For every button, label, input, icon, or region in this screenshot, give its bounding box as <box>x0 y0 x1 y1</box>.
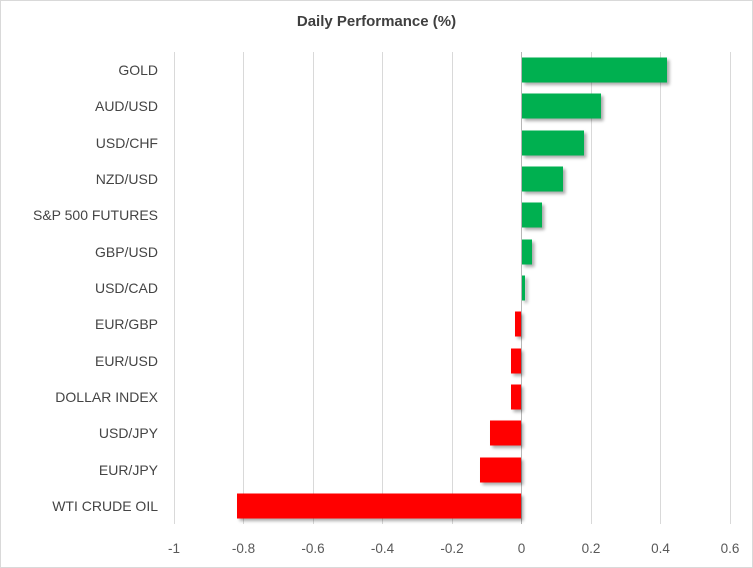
bar-s-p-500-futures <box>521 202 543 228</box>
x-tick-label: 0.2 <box>581 541 601 556</box>
bar-usd-chf <box>521 130 585 156</box>
x-tick-label: 0.6 <box>720 541 740 556</box>
x-tick-label: -0.4 <box>370 541 395 556</box>
bar-eur-usd <box>511 348 522 374</box>
x-tick-label: 0.4 <box>651 541 670 556</box>
category-label-eur-gbp: EUR/GBP <box>94 316 158 333</box>
bar-usd-jpy <box>490 420 522 446</box>
category-label-eur-jpy: EUR/JPY <box>98 461 158 478</box>
bar-wti-crude-oil <box>236 493 522 519</box>
category-label-gbp-usd: GBP/USD <box>94 243 158 260</box>
x-tick-label: -0.6 <box>301 541 325 556</box>
category-axis-labels: GOLD AUD/USD USD/CHF NZD/USD S&P 500 FUTURES… <box>1 52 158 524</box>
gridline <box>312 52 314 524</box>
category-label-usd-jpy: USD/JPY <box>98 425 158 442</box>
bar-eur-gbp <box>514 311 522 337</box>
value-axis-ticks: -1 -0.8 -0.6 -0.4 -0.2 0 0.2 0.4 0.6 <box>168 541 739 557</box>
bar-dollar-index <box>511 384 522 410</box>
bar-eur-jpy <box>479 457 522 483</box>
gridline <box>451 52 453 524</box>
bar-nzd-usd <box>521 166 564 192</box>
gridline <box>382 52 383 524</box>
bar-aud-usd <box>521 93 602 119</box>
category-label-aud-usd: AUD/USD <box>94 98 158 115</box>
bar-gbp-usd <box>521 239 532 265</box>
bar-gold <box>521 57 668 83</box>
x-tick-label: 0 <box>517 541 526 556</box>
plot-area <box>173 52 731 524</box>
chart-title: Daily Performance (%) <box>296 13 457 30</box>
gridline <box>660 52 661 524</box>
category-label-usd-chf: USD/CHF <box>95 134 158 151</box>
gridline <box>173 52 175 524</box>
x-tick-label: -1 <box>167 541 181 556</box>
x-tick-label: -0.8 <box>231 541 256 556</box>
category-label-dollar-index: DOLLAR INDEX <box>55 388 158 405</box>
category-label-nzd-usd: NZD/USD <box>95 171 158 188</box>
gridline <box>243 52 244 524</box>
bar-usd-cad <box>521 275 525 301</box>
category-label-usd-cad: USD/CAD <box>94 280 158 296</box>
category-label-wti-crude-oil: WTI CRUDE OIL <box>52 497 158 514</box>
x-tick-label: -0.2 <box>440 541 464 556</box>
gridline <box>729 52 731 524</box>
category-label-gold: GOLD <box>118 62 158 79</box>
category-label-s-p-500-futures: S&P 500 FUTURES <box>32 207 158 224</box>
category-label-eur-usd: EUR/USD <box>94 352 158 369</box>
gridline <box>590 52 592 524</box>
